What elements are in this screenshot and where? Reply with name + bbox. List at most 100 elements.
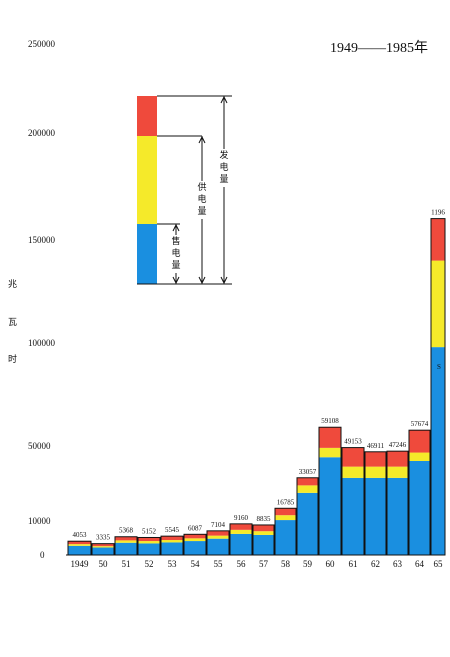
data-label: 8835 [257,515,272,523]
x-tick-label: 60 [326,559,336,569]
legend-label-char: 电 [220,161,229,172]
legend-label-char: 售 [172,235,181,246]
y-tick-label: 100000 [28,338,56,348]
bar-segment [230,533,252,555]
data-label: 5368 [119,527,134,535]
bar-segment [275,515,296,521]
bar-segment [319,447,341,458]
x-tick-label: 65 [434,559,444,569]
data-label-partial: S [437,363,441,371]
bar-segment [275,520,296,555]
data-label: 16785 [277,498,295,506]
y-tick-label: 150000 [28,235,56,245]
data-label: 4053 [73,531,88,539]
x-tick-label: 52 [145,559,154,569]
data-label: 59108 [321,417,339,425]
bar-segment [184,534,206,539]
bar-segment [138,537,160,542]
bar-segment [253,524,274,532]
y-tick-label: 250000 [28,39,56,49]
x-tick-label: 54 [191,559,201,569]
bar-segment [297,492,318,555]
bar-segment [230,523,252,530]
bar-segment [387,466,408,478]
arrow-icon [198,276,206,285]
x-axis-tick-labels: 1949 50 51 52 53 54 55 56 57 58 59 60 61 62 63 64 65 [71,559,444,569]
bar-segment [319,427,341,448]
bar-segment [431,218,445,261]
legend-swatch-yellow [137,136,157,224]
x-tick-label: 63 [393,559,403,569]
data-label: 7104 [211,521,226,529]
bar-segment [387,477,408,555]
x-tick-label: 51 [122,559,131,569]
bar-segment [230,529,252,534]
x-tick-label: 1949 [71,559,90,569]
bar-segment [207,535,229,539]
bar-segment [92,543,114,547]
bar-segment [253,531,274,535]
chart-title: 1949——1985年 [330,40,428,56]
y-axis-label: 兆 瓦 时 [8,279,17,364]
label-backdrop [218,149,230,187]
bar-segment [184,541,206,555]
x-tick-label: 56 [237,559,247,569]
bar-segment [365,451,386,467]
x-tick-label: 50 [99,559,109,569]
y-tick-label: 200000 [28,128,56,138]
legend-label-shoudian: 售电量 [170,235,182,273]
data-label: 1196 [431,209,445,217]
legend-label-char: 量 [220,174,229,184]
bar-segment [68,545,91,555]
bar-segment [409,452,430,461]
data-label: 3335 [96,534,111,542]
legend-swatch-red [137,96,157,136]
bar-segment [92,546,114,548]
data-label: 33057 [299,468,317,476]
x-tick-label: 58 [281,559,291,569]
x-tick-label: 59 [303,559,313,569]
x-tick-label: 57 [259,559,269,569]
x-tick-label: 61 [349,559,358,569]
label-backdrop [170,235,182,273]
arrow-icon [220,95,228,104]
bar-segment [184,538,206,542]
bar-segment [138,541,160,544]
legend-label-char: 电 [198,193,207,204]
data-label: 49153 [344,438,362,446]
bar-segment [207,538,229,555]
bar-segment [431,260,445,348]
legend-label-char: 供 [198,181,207,192]
data-label: 57674 [411,420,429,428]
data-labels: 4053 3335 5368 5152 5545 6087 7104 9160 8835 1678… [73,209,446,542]
bar-segment [387,451,408,467]
bar-segment [161,542,183,555]
data-label: 46911 [367,442,385,450]
y-tick-label: 0 [40,550,45,560]
bar-segment [365,466,386,478]
bar-segment [253,534,274,555]
bar-segment [275,508,296,516]
bar-segment [319,457,341,555]
arrow-icon [220,276,228,285]
legend-label-char: 量 [198,206,207,216]
bar-segment [207,530,229,536]
arrow-icon [172,276,180,285]
bar-segment [297,477,318,486]
y-tick-label: 10000 [28,516,51,526]
bar-segment [409,461,430,555]
bar-segment [297,485,318,493]
arrow-icon [172,223,180,232]
bar-segment [342,466,364,478]
x-tick-label: 55 [214,559,224,569]
data-label: 6087 [188,524,203,532]
data-label: 5545 [165,526,180,534]
data-label: 5152 [142,527,157,535]
bar-segment [115,540,137,543]
legend-swatch-blue [137,224,157,284]
x-tick-label: 53 [168,559,178,569]
bar-segment [138,543,160,555]
bars [66,218,446,556]
